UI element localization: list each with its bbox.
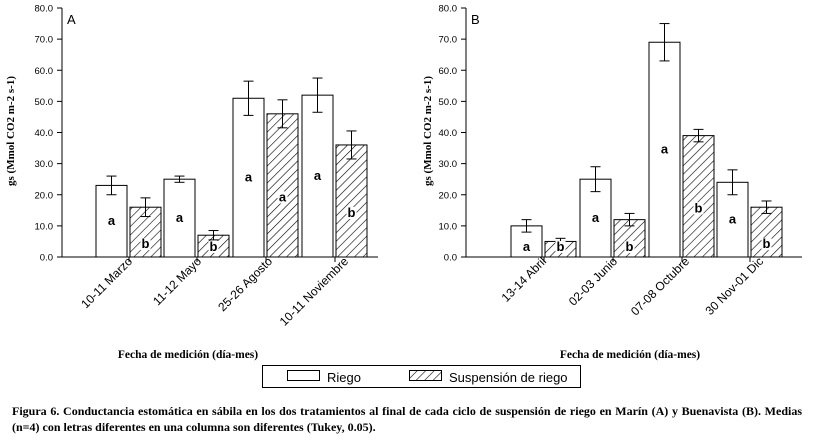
panel-a-significance-letter: a bbox=[108, 213, 116, 228]
panel-b-y-tick-label: 80.0 bbox=[439, 4, 458, 15]
legend-swatch-suspension bbox=[409, 370, 442, 381]
panel-b-y-axis-title: gs (Mmol CO2 m-2 s-1) bbox=[422, 76, 434, 186]
panel-a-category-label: 11-12 Mayo bbox=[150, 254, 204, 308]
panel-b-letter-halo bbox=[693, 202, 704, 215]
panel-a-label: A bbox=[67, 12, 76, 27]
panel-a-x-axis-title: Fecha de medición (día-mes) bbox=[118, 349, 258, 361]
panel-b-significance-letter: a bbox=[661, 142, 669, 157]
panel-b-significance-letter: b bbox=[763, 236, 771, 251]
panel-b-y-tick-label: 20.0 bbox=[439, 190, 458, 201]
panel-b-category-label: 30 Nov-01 Dic bbox=[702, 254, 766, 318]
panel-a-y-axis-title: gs (Mmol CO2 m-2 s-1) bbox=[5, 76, 17, 186]
panel-a-letter-halo bbox=[140, 238, 151, 251]
panel-a-chart: 0.0 10.0 20.0 30.0 40.0 50.0 60.0 70.0 80.0 Aa b 10… bbox=[5, 4, 378, 361]
legend-swatch-riego bbox=[287, 370, 320, 381]
panel-a-significance-letter: b bbox=[348, 205, 356, 220]
panel-b-category-label: 07-08 Octubre bbox=[628, 254, 692, 318]
panel-b-significance-letter: b bbox=[695, 200, 703, 215]
panel-a-significance-letter: b bbox=[142, 236, 150, 251]
panel-a-y-tick-label: 80.0 bbox=[35, 4, 54, 15]
panel-b-chart: 0.0 10.0 20.0 30.0 40.0 50.0 60.0 70.0 80.0 Ba b 13… bbox=[422, 4, 802, 361]
panel-b-significance-letter: a bbox=[523, 239, 531, 254]
panel-b-significance-letter: a bbox=[592, 210, 600, 225]
panel-b-y-tick-label: 60.0 bbox=[439, 66, 458, 77]
panel-a-significance-letter: a bbox=[314, 168, 322, 183]
panel-a-category-label: 25-26 Agosto bbox=[215, 254, 275, 314]
panel-a-category-label: 10-11 Noviembre bbox=[277, 254, 352, 329]
panel-b-letter-halo bbox=[555, 241, 566, 253]
panel-b-y-tick-label: 30.0 bbox=[439, 159, 458, 170]
legend-label-riego: Riego bbox=[327, 370, 361, 385]
panel-a-significance-letter: b bbox=[210, 239, 218, 254]
panel-b-y-tick-label: 10.0 bbox=[439, 221, 458, 232]
panel-a-bar-riego bbox=[95, 184, 128, 258]
panel-b-category-label: 02-03 Junio bbox=[566, 254, 620, 308]
legend-label-suspension: Suspensión de riego bbox=[449, 370, 568, 385]
panel-b-x-axis-title: Fecha de medición (día-mes) bbox=[560, 349, 700, 361]
panel-b-label: B bbox=[471, 12, 480, 27]
panel-a-y-tick-label: 50.0 bbox=[35, 97, 54, 108]
panel-a-letter-halo bbox=[208, 241, 219, 253]
panel-b-letter-halo bbox=[761, 238, 772, 251]
panel-a-y-tick-label: 70.0 bbox=[35, 35, 54, 46]
panel-a-category-label: 10-11 Marzo bbox=[78, 254, 135, 311]
panel-a-y-tick-label: 40.0 bbox=[35, 128, 54, 139]
panel-b-significance-letter: a bbox=[729, 212, 737, 227]
panel-a-y-tick-label: 10.0 bbox=[35, 221, 54, 232]
panel-a-bar-suspension bbox=[335, 144, 368, 258]
legend: Riego Suspensión de riego bbox=[262, 365, 581, 388]
panel-b-bar-suspension bbox=[682, 135, 715, 258]
panel-a-letter-halo bbox=[346, 206, 357, 219]
panel-a-significance-letter: a bbox=[245, 170, 253, 185]
panel-b-y-tick-label: 70.0 bbox=[439, 35, 458, 46]
panel-b-significance-letter: b bbox=[626, 239, 634, 254]
panel-b-bar-riego bbox=[648, 41, 681, 258]
panel-b-y-tick-label: 50.0 bbox=[439, 97, 458, 108]
panel-b-letter-halo bbox=[624, 241, 635, 253]
panel-a-significance-letter: a bbox=[176, 210, 184, 225]
panel-a-bar-riego bbox=[232, 97, 265, 258]
panel-b-significance-letter: b bbox=[557, 239, 565, 254]
panel-a-y-tick-label: 20.0 bbox=[35, 190, 54, 201]
panel-b-y-tick-label: 0.0 bbox=[444, 253, 457, 264]
panel-a-bar-suspension bbox=[266, 113, 299, 258]
panel-a-y-tick-label: 60.0 bbox=[35, 66, 54, 77]
figure-caption: Figura 6. Conductancia estomática en sáb… bbox=[12, 404, 802, 434]
panel-a-letter-halo bbox=[277, 191, 288, 204]
panel-a-significance-letter: a bbox=[279, 189, 287, 204]
panel-a-y-tick-label: 0.0 bbox=[40, 253, 53, 264]
panel-a-y-tick-label: 30.0 bbox=[35, 159, 54, 170]
panel-b-category-label: 13-14 Abril bbox=[499, 254, 549, 304]
panel-b-y-tick-label: 40.0 bbox=[439, 128, 458, 139]
